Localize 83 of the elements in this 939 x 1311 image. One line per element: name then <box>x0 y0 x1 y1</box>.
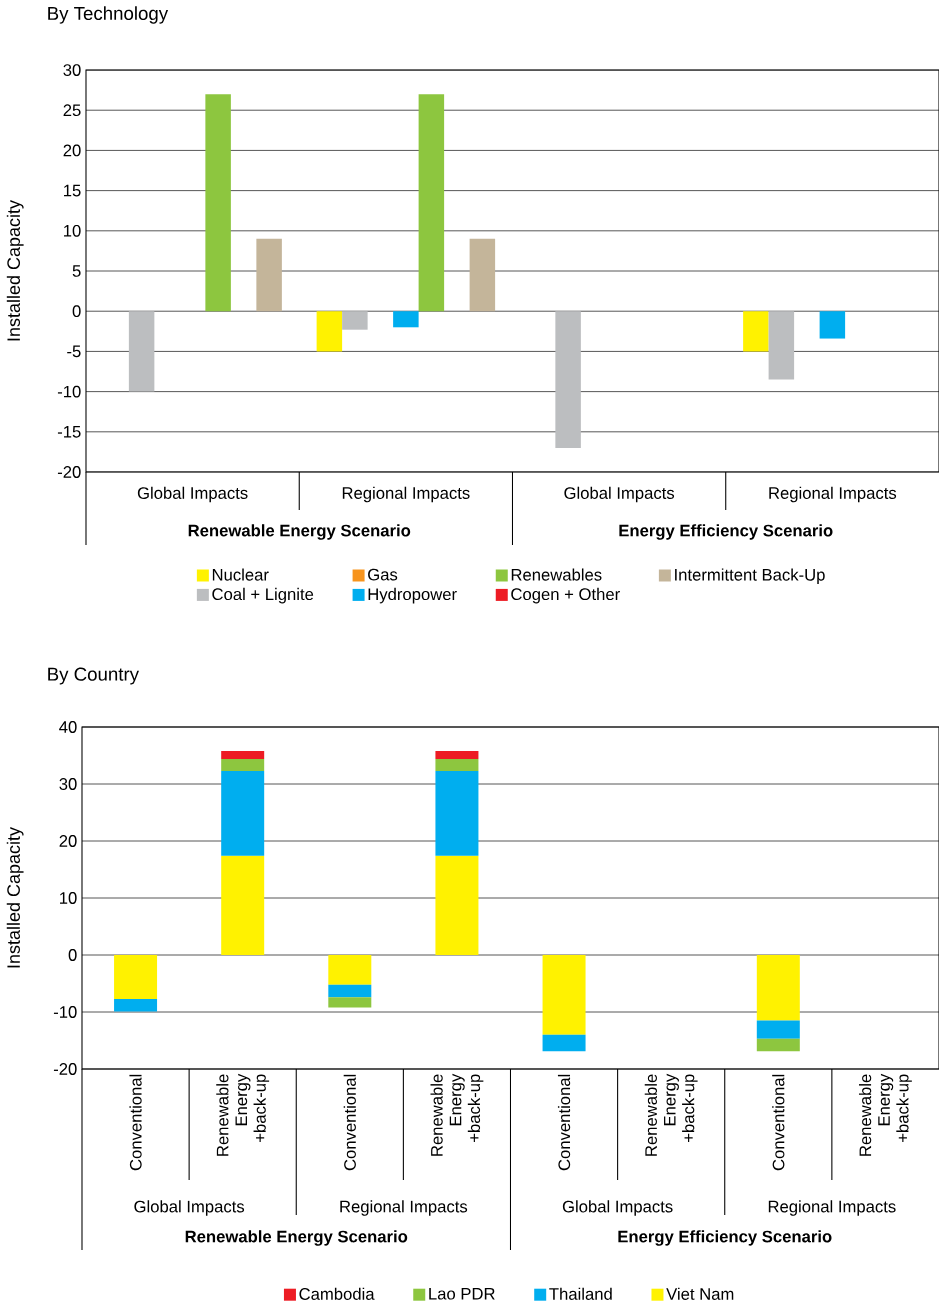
text: Energy Efficiency Scenario <box>618 1230 832 1246</box>
bar <box>316 311 343 352</box>
y-tick-label: 30 <box>59 778 77 790</box>
bar <box>328 997 372 1008</box>
x-tick-label: Renewable Energy +back-up <box>644 1073 698 1156</box>
y-tick-label: 15 <box>64 184 81 197</box>
bar <box>114 955 158 999</box>
x-tick-label: Conventional <box>343 1074 356 1171</box>
bar <box>756 955 800 1021</box>
bar <box>435 758 479 771</box>
bar <box>542 1034 586 1052</box>
bar <box>114 998 158 1012</box>
legend-label: Lao PDR <box>429 1287 495 1300</box>
y-tick-label: -10 <box>53 1006 77 1018</box>
bar <box>128 311 155 392</box>
bar <box>205 94 231 312</box>
chart-title: By Country <box>48 667 139 685</box>
legend-label: Nuclear <box>212 568 269 581</box>
y-tick-label: 5 <box>72 265 81 277</box>
bar <box>555 311 581 448</box>
text: Global Impacts <box>134 1200 245 1216</box>
text: Energy Efficiency Scenario <box>619 524 833 540</box>
x-tick-label: Regional Impacts <box>342 486 470 503</box>
x-tick-label: Regional Impacts <box>769 486 897 503</box>
x-tick-label: Global Impacts <box>564 486 675 503</box>
legend-label: Thailand <box>549 1287 612 1300</box>
y-tick-label: -15 <box>57 426 81 438</box>
y-tick-label: 40 <box>59 721 77 733</box>
y-tick-label: 0 <box>68 949 77 961</box>
text: Regional Impacts <box>340 1200 468 1216</box>
y-axis-title: Installed Capacity <box>6 827 24 968</box>
bar <box>756 1038 800 1052</box>
y-tick-label: 10 <box>60 892 77 904</box>
bar <box>256 238 282 312</box>
x-tick-label: Global Impacts <box>137 486 248 503</box>
legend-label: Hydropower <box>368 587 457 604</box>
legend-label: Coal + Lignite <box>212 587 314 604</box>
legend-label: Renewables <box>511 568 602 581</box>
y-tick-label: -20 <box>53 1063 77 1075</box>
text: Global Impacts <box>562 1200 673 1216</box>
x-tick-label: Conventional <box>129 1074 142 1171</box>
bar <box>756 1020 800 1039</box>
text: Renewable Energy Scenario <box>185 1230 408 1246</box>
x-tick-label: Renewable Energy +back-up <box>858 1073 912 1156</box>
bar <box>221 855 265 956</box>
bar <box>435 855 479 956</box>
y-tick-label: -20 <box>57 466 81 478</box>
bar <box>221 758 265 771</box>
x-tick-label: Renewable Energy +back-up <box>430 1073 484 1156</box>
chart-title: By Technology <box>48 6 169 24</box>
bar <box>743 311 769 352</box>
legend-label: Cambodia <box>299 1287 375 1300</box>
bar <box>393 311 419 328</box>
bar <box>542 955 586 1035</box>
bar <box>435 750 479 759</box>
bar <box>328 955 372 985</box>
y-tick-label: -5 <box>67 345 81 358</box>
bar <box>469 238 496 312</box>
legend-label: Gas <box>368 568 398 581</box>
bar <box>418 94 445 312</box>
y-tick-label: 20 <box>59 835 77 847</box>
y-tick-label: 30 <box>63 64 81 76</box>
legend-label: Intermittent Back-Up <box>675 568 825 584</box>
x-tick-label: Conventional <box>772 1074 785 1171</box>
bar <box>221 750 265 759</box>
text: Renewable Energy Scenario <box>188 524 411 540</box>
x-tick-label: Renewable Energy +back-up <box>216 1073 270 1156</box>
text: Regional Impacts <box>768 1200 896 1216</box>
y-tick-label: -10 <box>57 385 81 398</box>
bar <box>328 984 372 998</box>
legend-label: Cogen + Other <box>511 587 620 604</box>
bar <box>221 770 265 856</box>
bar <box>435 770 479 856</box>
bar <box>342 311 368 330</box>
bar <box>819 311 846 339</box>
y-tick-label: 25 <box>63 104 81 117</box>
legend-label: Viet Nam <box>666 1287 734 1300</box>
y-tick-label: 20 <box>63 144 81 157</box>
y-axis-title: Installed Capacity <box>6 200 24 341</box>
bar <box>768 311 795 380</box>
y-tick-label: 0 <box>72 305 81 318</box>
y-tick-label: 10 <box>64 224 81 237</box>
x-tick-label: Conventional <box>557 1074 571 1171</box>
